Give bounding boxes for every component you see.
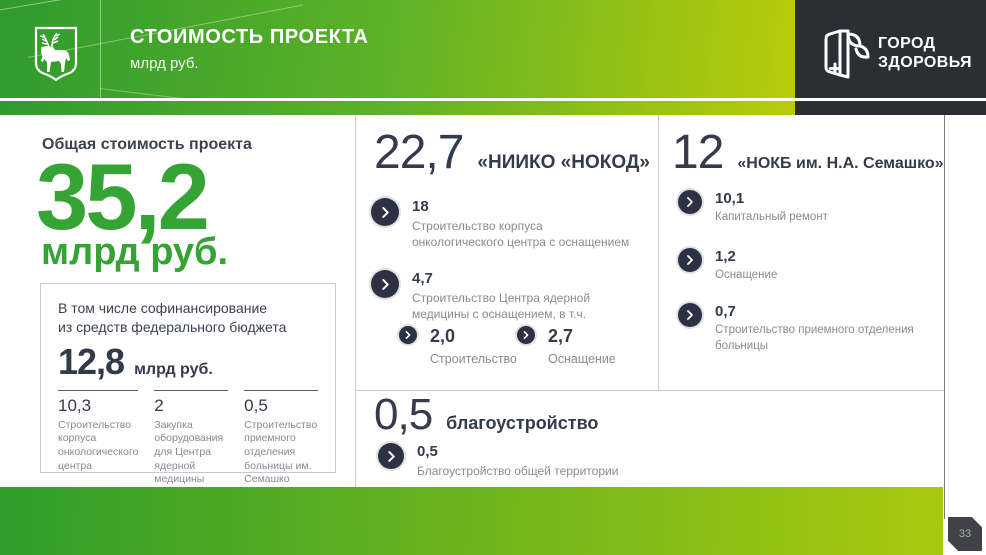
panel-landscaping-heading: 0,5 благоустройство: [374, 390, 599, 439]
chevron-circle-icon: [378, 443, 404, 469]
divider-horizontal: [355, 390, 944, 391]
panel-nokod-value: 22,7: [374, 126, 464, 179]
cofinancing-box: В том числе софинансирование из средств …: [40, 283, 336, 485]
landscaping-item-1: 0,5 Благоустройство общей территории: [378, 443, 688, 479]
breakdown-label: Закупка оборудования для Центра ядерной …: [154, 418, 224, 486]
item-value: 10,1: [715, 190, 745, 207]
header-divider-line: [0, 98, 986, 101]
divider-vertical-left: [355, 115, 356, 487]
gorod-zdorovya-logo-icon: [822, 26, 870, 82]
nokod-item-2: 4,7 Строительство Центра ядерной медицин…: [371, 270, 646, 322]
chevron-circle-icon: [678, 303, 702, 327]
cofinancing-unit: млрд руб.: [134, 360, 213, 378]
semashko-item-1: 10,1 Капитальный ремонт: [678, 190, 923, 226]
decor-line: [99, 88, 184, 98]
panel-nokod-heading: 22,7 «НИИКО «НОКОД»: [374, 126, 650, 179]
item-value: 2,7: [548, 326, 574, 346]
header-accent-strip-green: [0, 101, 795, 115]
decor-line: [0, 0, 109, 11]
page-subtitle: млрд руб.: [130, 55, 199, 72]
city-crest-deer-icon: [33, 25, 79, 85]
item-value: 18: [412, 198, 429, 215]
panel-semashko-title: «НОКБ им. Н.А. Семашко»: [737, 155, 944, 172]
cofinancing-title-line2: из средств федерального бюджета: [58, 319, 287, 336]
total-cost-value: 35,2: [36, 144, 210, 249]
item-label: Строительство корпуса онкологического це…: [412, 219, 630, 250]
header-green-band: [0, 0, 795, 98]
chevron-circle-icon: [371, 198, 399, 226]
item-label: Оснащение: [715, 269, 778, 281]
cofinancing-value-row: 12,8 млрд руб.: [58, 340, 318, 382]
page-number-badge: 33: [948, 517, 982, 551]
nokod-item-1: 18 Строительство корпуса онкологического…: [371, 198, 636, 250]
item-value: 0,5: [417, 443, 438, 460]
footer-green-bar: [0, 487, 943, 555]
decor-line: [100, 0, 101, 98]
breakdown-label: Строительство приемного отделения больни…: [244, 418, 318, 486]
breakdown-column: 10,3 Строительство корпуса онкологическо…: [58, 389, 139, 487]
chevron-circle-icon: [399, 326, 417, 344]
total-cost-unit: млрд руб.: [41, 231, 229, 273]
chevron-circle-icon: [678, 190, 702, 214]
panel-semashko-value: 12: [672, 126, 724, 179]
brand-line2: ЗДОРОВЬЯ: [878, 54, 972, 71]
panel-semashko-heading: 12 «НОКБ им. Н.А. Семашко»: [672, 126, 944, 179]
item-label: Благоустройство общей территории: [417, 464, 619, 478]
semashko-item-2: 1,2 Оснащение: [678, 248, 923, 284]
cofinancing-value: 12,8: [58, 340, 125, 382]
cofinancing-title-line1: В том числе софинансирование: [58, 300, 268, 316]
item-label: Оснащение: [548, 351, 616, 366]
nokod-subitem-2: 2,7 Оснащение: [517, 326, 616, 367]
breakdown-value: 2: [154, 395, 164, 415]
page-title: СТОИМОСТЬ ПРОЕКТА: [130, 26, 369, 48]
breakdown-value: 0,5: [244, 395, 268, 415]
chevron-circle-icon: [371, 270, 399, 298]
brand-line1: ГОРОД: [878, 35, 936, 52]
cofinancing-breakdown: 10,3 Строительство корпуса онкологическо…: [58, 389, 318, 487]
item-label: Строительство Центра ядерной медицины с …: [412, 291, 591, 322]
item-value: 4,7: [412, 270, 433, 287]
header-accent-strip: [0, 101, 986, 115]
divider-vertical-middle: [658, 115, 659, 390]
nokod-subitem-1: 2,0 Строительство: [399, 326, 517, 367]
brand-name: ГОРОД ЗДОРОВЬЯ: [878, 34, 972, 72]
panel-nokod-title: «НИИКО «НОКОД»: [477, 152, 650, 173]
cofinancing-title: В том числе софинансирование из средств …: [58, 299, 318, 338]
slide-edge-line: [944, 115, 945, 519]
header-text: СТОИМОСТЬ ПРОЕКТА млрд руб.: [130, 26, 369, 72]
breakdown-label: Строительство корпуса онкологического це…: [58, 418, 139, 472]
semashko-item-3: 0,7 Строительство приемного отделения бо…: [678, 303, 918, 354]
breakdown-value: 10,3: [58, 395, 92, 415]
header: СТОИМОСТЬ ПРОЕКТА млрд руб. ГОРОД ЗДОРОВ…: [0, 0, 986, 98]
item-label: Капитальный ремонт: [715, 211, 828, 223]
item-value: 2,0: [430, 326, 456, 346]
item-label: Строительство приемного отделения больни…: [715, 324, 914, 352]
panel-landscaping-title: благоустройство: [446, 413, 599, 433]
item-label: Строительство: [430, 351, 517, 366]
panel-landscaping-value: 0,5: [374, 390, 433, 439]
chevron-circle-icon: [678, 248, 702, 272]
breakdown-column: 2 Закупка оборудования для Центра ядерно…: [154, 389, 229, 487]
breakdown-column: 0,5 Строительство приемного отделения бо…: [244, 389, 318, 487]
item-value: 0,7: [715, 303, 736, 320]
item-value: 1,2: [715, 248, 736, 265]
chevron-circle-icon: [517, 326, 535, 344]
total-cost-label: Общая стоимость проекта: [42, 136, 252, 153]
